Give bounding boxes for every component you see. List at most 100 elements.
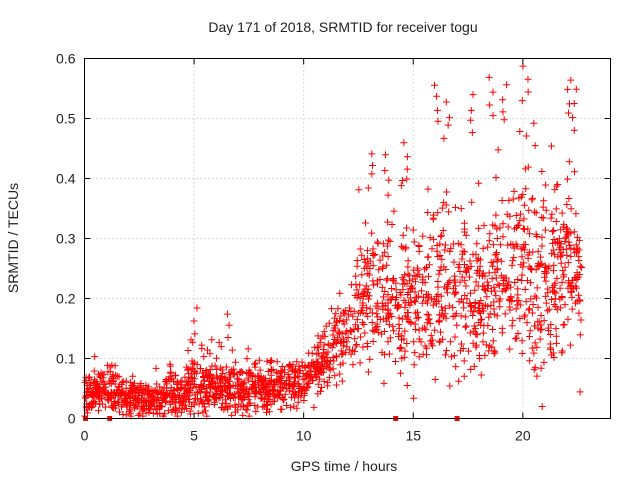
data-point bbox=[503, 284, 511, 292]
data-point bbox=[373, 238, 381, 246]
data-point bbox=[461, 228, 469, 236]
data-point bbox=[356, 245, 364, 253]
data-point bbox=[318, 355, 326, 363]
data-point bbox=[520, 313, 528, 321]
data-point bbox=[485, 73, 493, 81]
data-point bbox=[410, 361, 418, 369]
data-point bbox=[538, 403, 546, 411]
data-point bbox=[565, 109, 573, 117]
data-point bbox=[556, 253, 564, 261]
data-point bbox=[442, 98, 450, 106]
data-point bbox=[533, 284, 541, 292]
data-point bbox=[325, 319, 333, 327]
data-point bbox=[493, 265, 501, 273]
data-point bbox=[552, 302, 560, 310]
data-point bbox=[119, 411, 127, 419]
data-point bbox=[442, 201, 450, 209]
data-point bbox=[280, 395, 288, 403]
data-point bbox=[205, 400, 213, 408]
data-point bbox=[203, 389, 211, 397]
data-point bbox=[498, 287, 506, 295]
data-point bbox=[461, 276, 469, 284]
data-point bbox=[576, 331, 584, 339]
data-point bbox=[171, 405, 179, 413]
data-point bbox=[460, 372, 468, 380]
data-point bbox=[366, 305, 374, 313]
data-point bbox=[402, 245, 410, 253]
data-point bbox=[551, 279, 559, 287]
data-point bbox=[472, 343, 480, 351]
data-point bbox=[492, 274, 500, 282]
data-point bbox=[372, 302, 380, 310]
data-point bbox=[310, 403, 318, 411]
data-point bbox=[440, 134, 448, 142]
data-point bbox=[380, 379, 388, 387]
data-point bbox=[344, 311, 352, 319]
data-point bbox=[218, 404, 226, 412]
data-point bbox=[470, 322, 478, 330]
data-point bbox=[359, 289, 367, 297]
data-point bbox=[304, 361, 312, 369]
data-point bbox=[436, 311, 444, 319]
data-point bbox=[485, 237, 493, 245]
data-point bbox=[199, 373, 207, 381]
data-point bbox=[359, 319, 367, 327]
data-point bbox=[445, 114, 453, 122]
data-point bbox=[509, 257, 517, 265]
data-point bbox=[244, 374, 252, 382]
data-point bbox=[252, 408, 260, 416]
data-point bbox=[423, 310, 431, 318]
data-point bbox=[222, 399, 230, 407]
data-point bbox=[564, 315, 572, 323]
data-point bbox=[555, 235, 563, 243]
data-point bbox=[340, 320, 348, 328]
data-point bbox=[221, 396, 229, 404]
data-point bbox=[496, 303, 504, 311]
data-point bbox=[225, 321, 233, 329]
data-point bbox=[438, 255, 446, 263]
data-point bbox=[446, 382, 454, 390]
data-point bbox=[567, 76, 575, 84]
data-point bbox=[475, 308, 483, 316]
data-point bbox=[403, 339, 411, 347]
y-tick-label: 0.3 bbox=[56, 231, 76, 247]
data-point bbox=[229, 369, 237, 377]
data-point bbox=[479, 244, 487, 252]
data-point bbox=[565, 195, 573, 203]
data-point bbox=[540, 317, 548, 325]
data-point bbox=[240, 383, 248, 391]
data-point bbox=[213, 365, 221, 373]
data-point bbox=[538, 233, 546, 241]
data-point bbox=[333, 317, 341, 325]
data-point bbox=[441, 241, 449, 249]
data-point bbox=[537, 253, 545, 261]
data-point bbox=[418, 287, 426, 295]
data-point bbox=[286, 361, 294, 369]
data-point bbox=[346, 304, 354, 312]
data-point bbox=[318, 383, 326, 391]
data-point bbox=[130, 382, 138, 390]
data-point bbox=[366, 264, 374, 272]
data-point bbox=[263, 408, 271, 416]
data-point bbox=[243, 355, 251, 363]
data-point bbox=[491, 222, 499, 230]
data-point bbox=[234, 375, 242, 383]
data-point bbox=[306, 363, 314, 371]
data-point bbox=[572, 210, 580, 218]
data-point bbox=[314, 380, 322, 388]
data-point bbox=[518, 271, 526, 279]
data-point bbox=[413, 272, 421, 280]
data-point bbox=[397, 344, 405, 352]
data-point bbox=[521, 286, 529, 294]
data-point bbox=[252, 359, 260, 367]
data-point bbox=[82, 393, 90, 401]
data-point bbox=[364, 270, 372, 278]
data-point bbox=[457, 312, 465, 320]
data-point bbox=[410, 394, 418, 402]
data-point bbox=[269, 397, 277, 405]
data-point bbox=[531, 364, 539, 372]
data-point bbox=[575, 291, 583, 299]
data-point bbox=[251, 384, 259, 392]
data-point bbox=[186, 407, 194, 415]
data-point bbox=[354, 324, 362, 332]
